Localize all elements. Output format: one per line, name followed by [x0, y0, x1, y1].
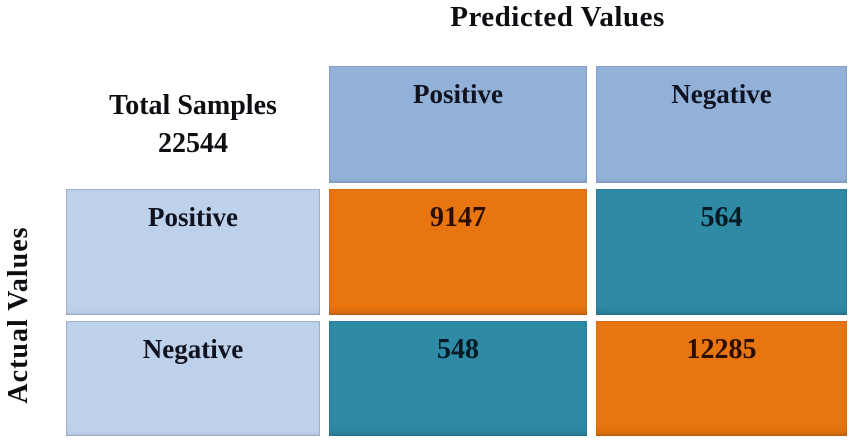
predicted-values-title: Predicted Values	[450, 1, 665, 33]
row-header-positive: Positive	[66, 189, 320, 315]
cell-actual-positive-predicted-negative: 564	[596, 189, 847, 315]
actual-values-axis-label: Actual Values	[3, 226, 34, 404]
confusion-matrix: Total Samples 22544 Positive Negative Po…	[66, 66, 847, 436]
column-header-positive: Positive	[329, 66, 587, 183]
column-header-negative: Negative	[596, 66, 847, 183]
total-samples-value: 22544	[158, 127, 228, 159]
cell-actual-negative-predicted-positive: 548	[329, 321, 587, 436]
total-samples-cell: Total Samples 22544	[66, 66, 320, 183]
cell-actual-positive-predicted-positive: 9147	[329, 189, 587, 315]
row-header-negative: Negative	[66, 321, 320, 436]
total-samples-label: Total Samples	[109, 89, 277, 121]
cell-actual-negative-predicted-negative: 12285	[596, 321, 847, 436]
